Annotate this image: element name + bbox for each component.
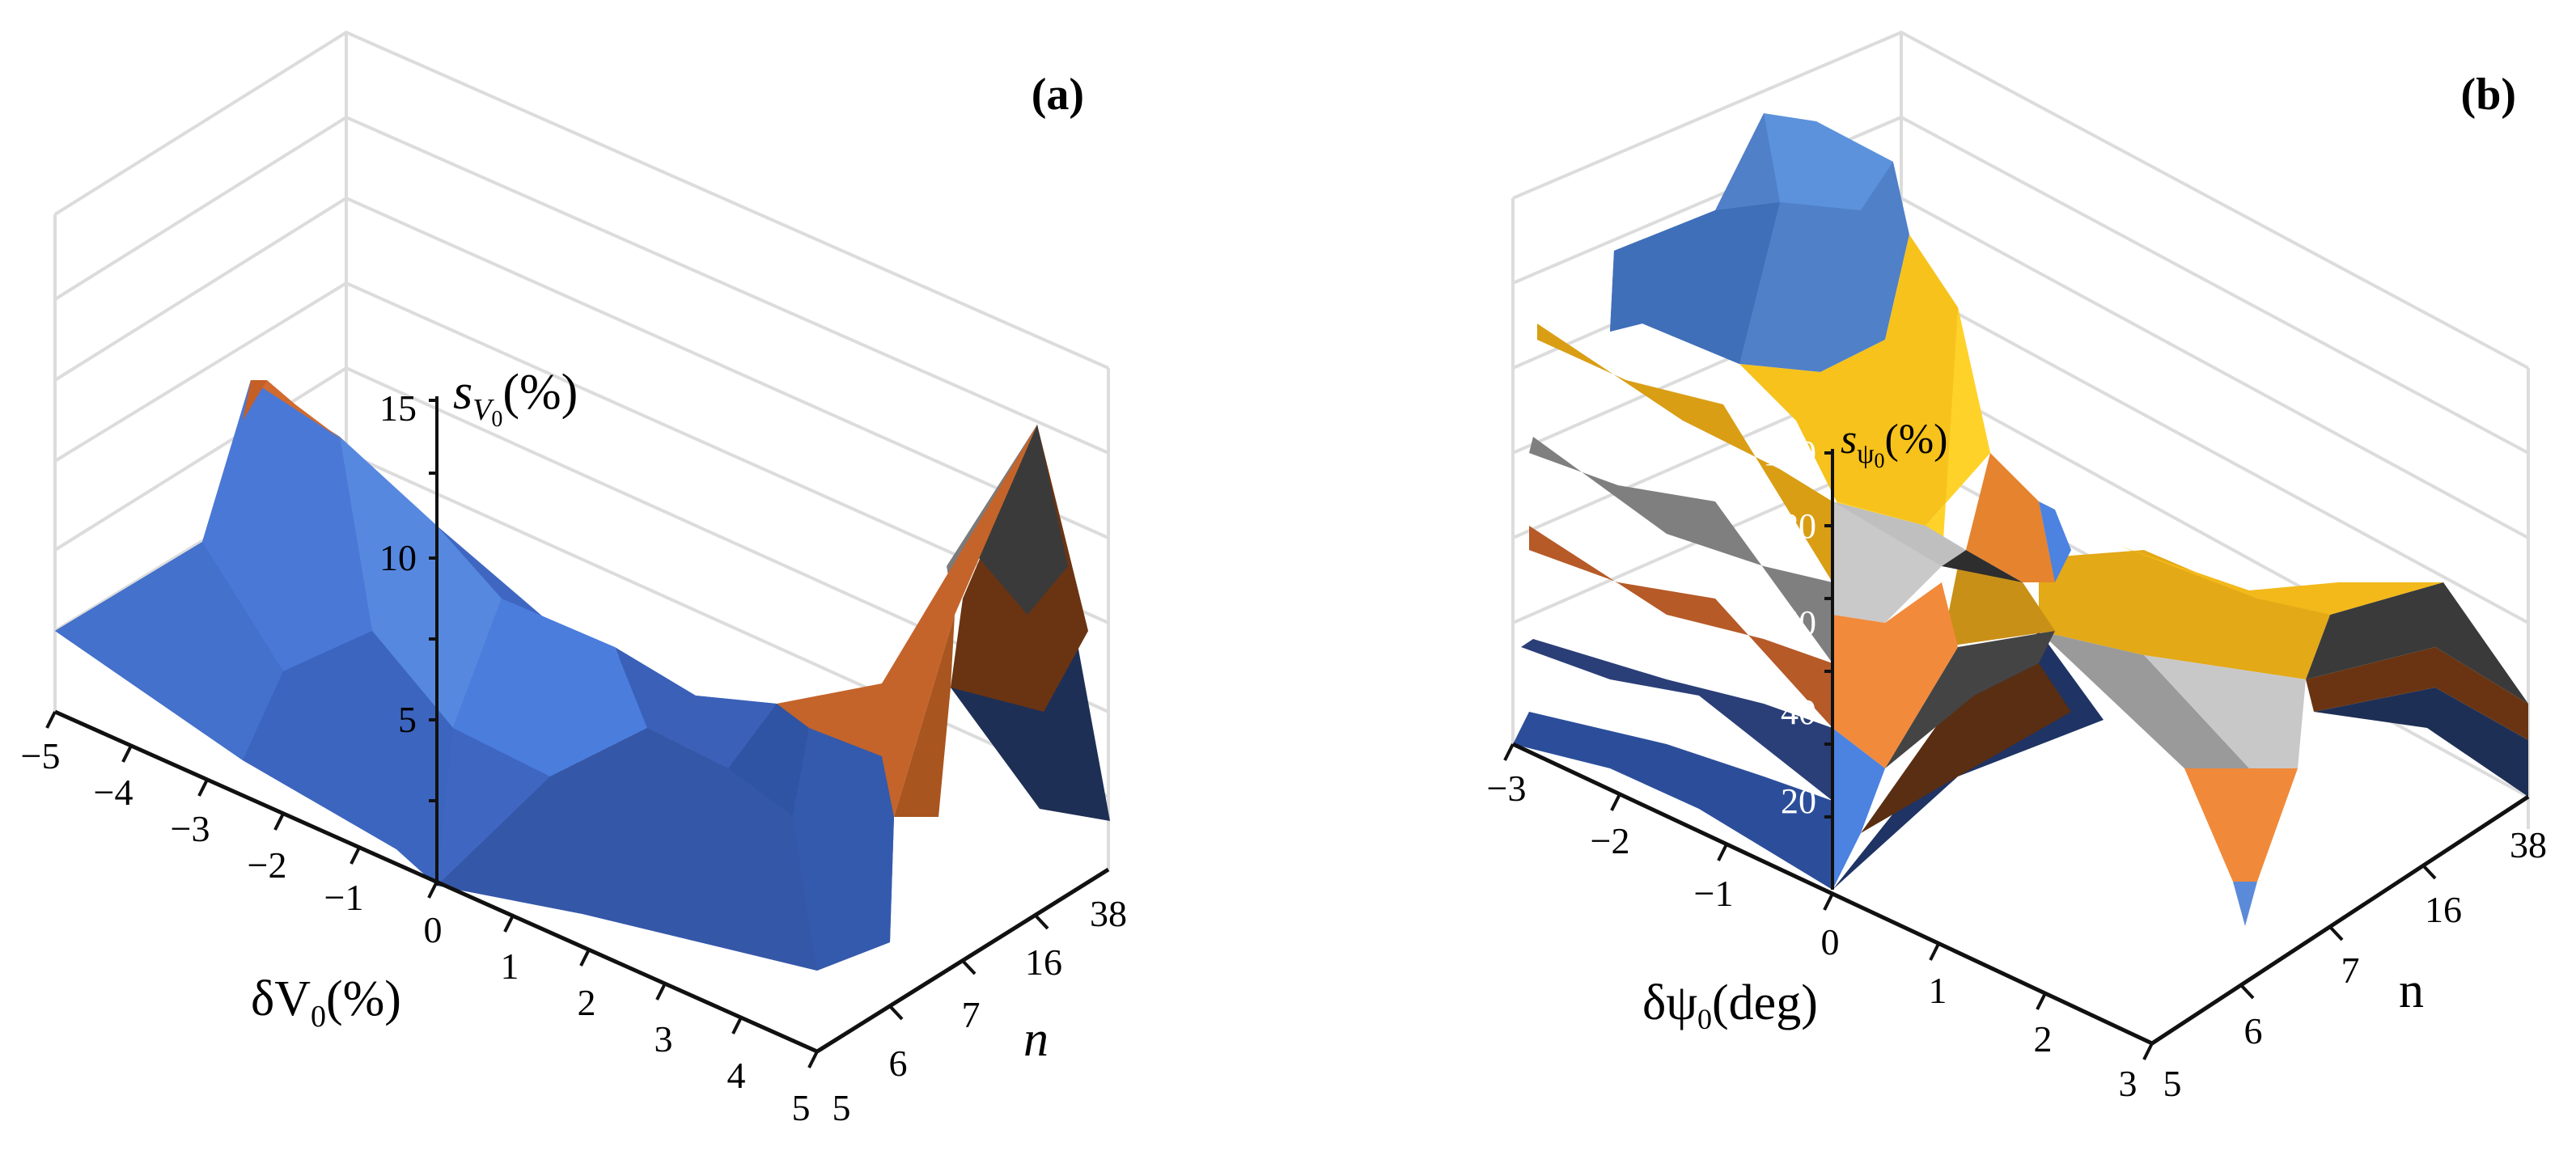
- panel-b: 20 40 60 80 100 sψ0(%) −3 −2 −1 0 1 2: [1487, 30, 2547, 1104]
- panel-a-n-tick: 38: [1090, 893, 1127, 934]
- panel-a-facet: [777, 425, 1037, 817]
- panel-a-facet: [251, 380, 344, 441]
- panel-b-x-tick: 1: [1929, 970, 1947, 1011]
- panel-b-n-tick: 5: [2163, 1063, 2182, 1104]
- panel-a-n-label: n: [1023, 1012, 1049, 1067]
- panel-a-facet: [243, 380, 267, 421]
- panel-b-facet: [2314, 688, 2528, 797]
- panel-a-x-tick: −2: [248, 844, 287, 886]
- panel-b-z-tick: 20: [1781, 781, 1816, 821]
- panel-b-facet: [1537, 324, 1832, 582]
- panel-a-z-axis: 15 10 5 sV0(%): [379, 365, 578, 886]
- panel-a-base-axes: −5 −4 −3 −2 −1 0 1 2 3 4 5 5 6 7 16 38 n…: [21, 709, 1127, 1128]
- panel-a-facet: [894, 615, 955, 817]
- panel-b-facet: [1529, 437, 1832, 663]
- panel-b-label: (b): [2461, 70, 2516, 120]
- panel-a: 15 10 5 sV0(%) −5 −4 −3 −2: [21, 30, 1127, 1128]
- panel-a-x-tick: −1: [324, 877, 364, 918]
- panel-a-facet: [615, 647, 777, 768]
- panel-b-facet: [1832, 582, 1958, 768]
- panel-a-z-tick: 10: [379, 537, 417, 578]
- panel-b-facet: [1942, 566, 2055, 647]
- panel-a-facet: [979, 425, 1068, 615]
- panel-b-x-tick: −3: [1487, 768, 1527, 809]
- panel-b-x-tick: 0: [1821, 921, 1840, 962]
- panel-a-n-tick: 16: [1025, 941, 1062, 983]
- panel-b-facet: [2144, 655, 2306, 768]
- panel-b-n-label: n: [2399, 963, 2424, 1018]
- panel-b-facet: [1764, 113, 1893, 210]
- panel-a-facet: [453, 599, 647, 776]
- panel-a-x-tick: 5: [792, 1087, 811, 1128]
- panel-b-facet: [2306, 647, 2528, 740]
- panel-b-x-tick: 2: [2034, 1018, 2053, 1060]
- panel-a-x-tick: −5: [21, 735, 61, 776]
- panel-a-facet: [55, 542, 283, 760]
- panel-a-x-tick: 3: [655, 1018, 673, 1060]
- panel-b-facet: [2306, 582, 2528, 704]
- panel-a-facet: [340, 437, 502, 728]
- panel-a-label: (a): [1032, 70, 1084, 120]
- panel-b-facet: [1832, 728, 1885, 890]
- panel-a-surface: [55, 380, 1110, 971]
- panel-a-z-tick: 15: [379, 387, 417, 429]
- panel-a-n-tick: 7: [962, 994, 981, 1035]
- panel-a-facet: [202, 380, 372, 671]
- panel-b-z-axis: 20 40 60 80 100 sψ0(%): [1763, 417, 1948, 890]
- panel-a-x-tick: 1: [501, 946, 519, 987]
- panel-b-z-label: sψ0(%): [1841, 417, 1948, 472]
- panel-b-base-axes: −3 −2 −1 0 1 2 3 5 6 7 16 38 n δψ0(deg): [1487, 742, 2547, 1104]
- panel-a-x-tick: 0: [424, 909, 443, 950]
- panel-b-n-tick: 16: [2425, 889, 2462, 930]
- panel-b-facet: [1832, 501, 1942, 623]
- panel-a-x-tick: 2: [578, 982, 596, 1023]
- panel-a-x-tick: 4: [727, 1055, 746, 1096]
- panel-a-n-tick: 6: [889, 1043, 908, 1084]
- panel-b-facet: [1529, 526, 1832, 728]
- panel-b-facet: [1942, 550, 2023, 582]
- panel-b-x-tick: 3: [2119, 1063, 2137, 1104]
- panel-a-facet: [437, 728, 817, 971]
- panel-b-facet: [1885, 631, 2055, 768]
- panel-b-facet: [1966, 453, 2055, 582]
- panel-b-surface: [1513, 113, 2528, 926]
- panel-a-n-tick: 5: [833, 1087, 851, 1128]
- panel-a-x-tick: −3: [171, 808, 210, 849]
- panel-b-n-tick: 6: [2244, 1010, 2263, 1051]
- panel-b-z-tick: 80: [1781, 506, 1816, 546]
- panel-a-facet: [728, 704, 809, 817]
- panel-b-facet: [1610, 202, 1780, 364]
- panel-b-facet: [1521, 639, 1832, 801]
- panel-b-facet: [1861, 663, 2071, 833]
- panel-a-z-label: sV0(%): [453, 365, 578, 432]
- panel-b-facet: [2184, 768, 2298, 882]
- panel-b-facet: [2039, 631, 2249, 768]
- panel-b-n-tick: 7: [2341, 950, 2360, 991]
- panel-b-z-tick: 40: [1781, 692, 1816, 732]
- panel-a-facet: [793, 728, 894, 971]
- panel-a-x-tick: −4: [94, 772, 133, 813]
- panel-b-x-tick: −1: [1694, 873, 1734, 914]
- panel-b-n-tick: 38: [2510, 824, 2547, 865]
- panel-a-facet: [243, 631, 453, 886]
- panel-b-x-tick: −2: [1591, 820, 1630, 861]
- panel-b-facet: [2039, 501, 2071, 582]
- panel-b-x-label: δψ0(deg): [1642, 975, 1818, 1035]
- panel-b-z-tick: 100: [1763, 434, 1816, 473]
- panel-b-facet: [2233, 882, 2257, 926]
- panel-a-x-label: δV0(%): [251, 971, 401, 1034]
- panel-b-z-tick: 60: [1781, 603, 1816, 643]
- panel-b-facet: [2120, 546, 2443, 615]
- panel-b-facet: [2039, 550, 2338, 679]
- panel-b-facet: [1739, 235, 1990, 526]
- panel-b-facet: [1513, 712, 1832, 890]
- panel-a-z-tick: 5: [398, 699, 417, 740]
